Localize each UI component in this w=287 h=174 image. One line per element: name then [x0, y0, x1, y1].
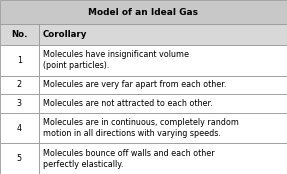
Bar [0, 76, 39, 94]
Text: Molecules bounce off walls and each other
perfectly elastically.: Molecules bounce off walls and each othe… [43, 149, 215, 169]
Text: Model of an Ideal Gas: Model of an Ideal Gas [88, 7, 199, 17]
Bar [0, 0, 287, 24]
Text: Corollary: Corollary [43, 30, 88, 39]
Text: No.: No. [11, 30, 28, 39]
Text: Molecules are in continuous, completely random
motion in all directions with var: Molecules are in continuous, completely … [43, 118, 239, 138]
Text: 2: 2 [17, 80, 22, 89]
Bar [39, 76, 287, 94]
Bar [0, 143, 39, 174]
Bar [39, 45, 287, 76]
Bar [0, 24, 39, 45]
Text: Molecules are not attracted to each other.: Molecules are not attracted to each othe… [43, 99, 213, 108]
Bar [0, 45, 39, 76]
Bar [39, 143, 287, 174]
Bar [39, 94, 287, 113]
Text: 5: 5 [17, 154, 22, 163]
Text: Molecules have insignificant volume
(point particles).: Molecules have insignificant volume (poi… [43, 50, 189, 70]
Text: 3: 3 [17, 99, 22, 108]
Bar [39, 24, 287, 45]
Bar [39, 113, 287, 143]
Text: Molecules are very far apart from each other.: Molecules are very far apart from each o… [43, 80, 226, 89]
Bar [0, 113, 39, 143]
Bar [0, 94, 39, 113]
Text: 1: 1 [17, 56, 22, 65]
Text: 4: 4 [17, 124, 22, 133]
